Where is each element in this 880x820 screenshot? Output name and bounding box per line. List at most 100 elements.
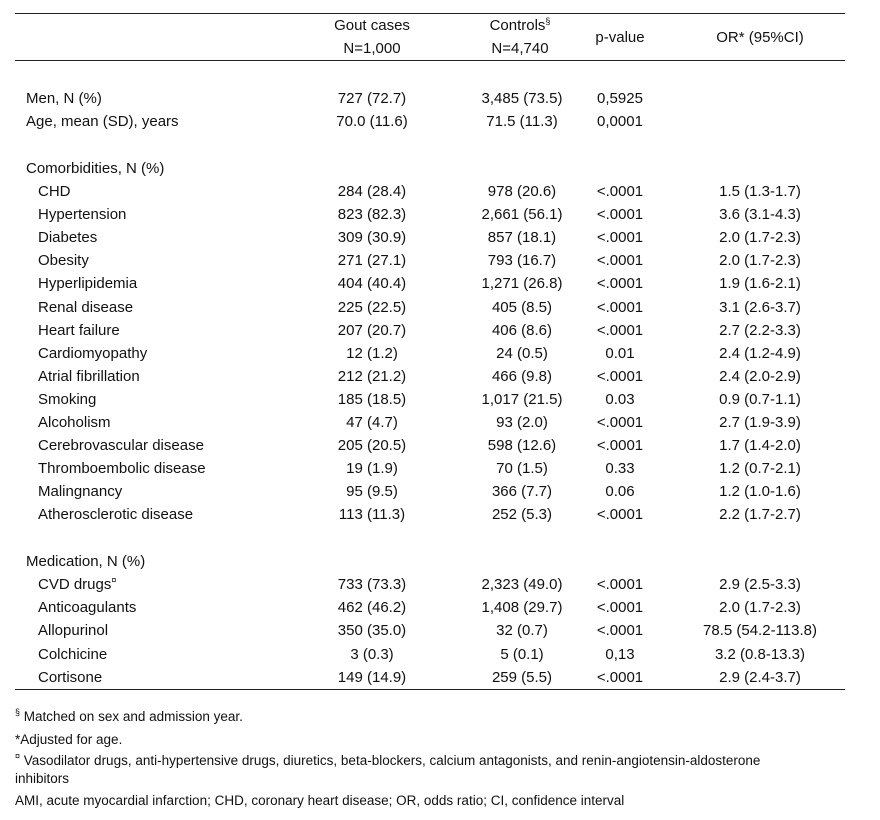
row-label: Atherosclerotic disease (38, 506, 194, 524)
odds-ratio-ci: 3.6 (3.1-4.3) (719, 206, 801, 224)
controls-value: 24 (0.5) (496, 344, 548, 362)
odds-ratio-ci: 2.2 (1.7-2.7) (719, 506, 801, 524)
table-row: Heart failure 207 (20.7) 406 (8.6) <.0001 2.… (0, 319, 880, 342)
row-label: Smoking (38, 390, 97, 408)
p-value: <.0001 (596, 252, 644, 270)
footnote-cvd: ¤ Vasodilator drugs, anti-hypertensive d… (15, 752, 760, 770)
table-row: Thromboembolic disease 19 (1.9) 70 (1.5) 0.… (0, 457, 880, 480)
table-row: Men, N (%) 727 (72.7) 3,485 (73.5) 0,5925 (0, 87, 880, 110)
gout-cases-value: 185 (18.5) (337, 390, 407, 408)
p-value: <.0001 (596, 183, 644, 200)
table-row: Malingnancy 95 (9.5) 366 (7.7) 0.06 1.2 (1.0… (0, 480, 880, 503)
row-label: Atrial fibrillation (38, 367, 140, 385)
gout-cases-value: 212 (21.2) (337, 367, 407, 385)
gout-cases-value: 225 (22.5) (337, 298, 407, 316)
section-title: Comorbidities, N (%) (26, 160, 165, 177)
odds-ratio-ci: 3.2 (0.8-13.3) (714, 645, 806, 663)
odds-ratio-ci: 2.0 (1.7-2.3) (719, 229, 801, 247)
row-label: Hypertension (38, 206, 127, 224)
table-row: Cortisone 149 (14.9) 259 (5.5) <.0001 2.9 (2… (0, 666, 880, 689)
row-label: Allopurinol (38, 622, 109, 640)
odds-ratio-ci: 2.9 (2.4-3.7) (719, 668, 801, 686)
odds-ratio-ci: 78.5 (54.2-113.8) (703, 622, 817, 640)
p-value: <.0001 (596, 414, 644, 431)
table-row: CVD drugs¤ 733 (73.3) 2,323 (49.0) <.0001 2.… (0, 573, 880, 596)
p-value: <.0001 (596, 437, 644, 455)
footnote-text: Vasodilator drugs, anti-hypertensive dru… (20, 753, 761, 768)
gout-cases-label: Gout cases (334, 17, 410, 34)
odds-ratio-ci: 2.7 (2.2-3.3) (719, 321, 801, 339)
row-label: CVD drugs (38, 576, 112, 593)
controls-value: 2,323 (49.0) (481, 576, 563, 593)
odds-ratio-ci: 0.9 (0.7-1.1) (719, 390, 801, 408)
row-label: Heart failure (38, 321, 120, 339)
table-row: Age, mean (SD), years 70.0 (11.6) 71.5 (11… (0, 110, 880, 133)
footnote-abbreviations: AMI, acute myocardial infarction; CHD, c… (15, 793, 625, 808)
gout-cases-value: 207 (20.7) (337, 321, 407, 339)
odds-ratio-ci: 2.7 (1.9-3.9) (719, 414, 801, 431)
odds-ratio-ci: 3.1 (2.6-3.7) (719, 298, 801, 316)
p-value: <.0001 (596, 321, 644, 339)
section-heading-medication: Medication, N (%) (0, 550, 880, 573)
table-row: Allopurinol 350 (35.0) 32 (0.7) <.0001 78.5 … (0, 619, 880, 642)
odds-ratio-ci: 2.0 (1.7-2.3) (719, 599, 801, 617)
controls-value: 406 (8.6) (491, 321, 553, 339)
controls-value: 466 (9.8) (491, 367, 553, 385)
odds-ratio-ci: 2.4 (1.2-4.9) (719, 344, 801, 362)
footnote-text: Matched on sex and admission year. (20, 709, 243, 724)
p-value: <.0001 (596, 622, 644, 640)
controls-value: 71.5 (11.3) (486, 113, 558, 130)
gout-cases-value: 823 (82.3) (337, 206, 407, 224)
footnote-mark: § (15, 707, 21, 717)
gout-cases-value: 12 (1.2) (346, 344, 398, 362)
section-heading-comorbidities: Comorbidities, N (%) (0, 157, 880, 180)
p-value: 0.06 (605, 483, 635, 501)
p-value: 0.01 (605, 344, 635, 362)
controls-text: Controls (489, 17, 546, 34)
p-value: <.0001 (596, 298, 644, 316)
table-row: Diabetes 309 (30.9) 857 (18.1) <.0001 2.0 (1… (0, 226, 880, 249)
row-label: Cardiomyopathy (38, 344, 148, 362)
p-value: 0,5925 (597, 90, 643, 107)
p-value: 0,0001 (597, 113, 643, 130)
gout-cases-value: 47 (4.7) (346, 414, 398, 431)
gout-cases-value: 309 (30.9) (337, 229, 407, 247)
table-row: Atrial fibrillation 212 (21.2) 466 (9.8) <.… (0, 365, 880, 388)
row-label-with-mark: CVD drugs¤ (38, 573, 116, 596)
p-value: <.0001 (596, 668, 644, 686)
row-label: Renal disease (38, 298, 134, 316)
gout-cases-value: 113 (11.3) (338, 506, 406, 524)
controls-label: Controls§ (440, 14, 600, 37)
row-label: Anticoagulants (38, 599, 137, 617)
section-title: Medication, N (%) (26, 553, 146, 570)
odds-ratio-ci: 1.9 (1.6-2.1) (719, 275, 801, 293)
footnote-cvd-cont: inhibitors (15, 771, 70, 786)
controls-value: 1,408 (29.7) (481, 599, 563, 617)
controls-n: N=4,740 (491, 40, 549, 57)
p-value: 0.03 (605, 390, 635, 408)
table-row: Atherosclerotic disease 113 (11.3) 252 (5.… (0, 503, 880, 526)
table-top-rule (15, 13, 845, 14)
p-value: <.0001 (596, 275, 644, 293)
controls-value: 252 (5.3) (491, 506, 553, 524)
controls-value: 857 (18.1) (487, 229, 557, 247)
table-row: Colchicine 3 (0.3) 5 (0.1) 0,13 3.2 (0.8-13.… (0, 643, 880, 666)
controls-value: 1,017 (21.5) (481, 390, 563, 408)
row-label: Colchicine (38, 645, 108, 663)
controls-value: 405 (8.5) (491, 298, 553, 316)
p-value: <.0001 (596, 576, 644, 593)
gout-cases-value: 95 (9.5) (346, 483, 398, 501)
p-value: <.0001 (596, 367, 644, 385)
header-p-value: p-value (595, 29, 645, 46)
controls-value: 32 (0.7) (496, 622, 548, 640)
gout-cases-value: 350 (35.0) (337, 622, 407, 640)
odds-ratio-ci: 1.2 (1.0-1.6) (719, 483, 801, 501)
gout-cases-value: 733 (73.3) (337, 576, 407, 593)
gout-cases-value: 284 (28.4) (337, 183, 407, 200)
header-bottom-rule (15, 60, 845, 61)
odds-ratio-ci: 2.9 (2.5-3.3) (719, 576, 801, 593)
p-value: <.0001 (596, 506, 644, 524)
controls-value: 259 (5.5) (491, 668, 553, 686)
odds-ratio-ci: 1.5 (1.3-1.7) (719, 183, 801, 200)
row-label: Men, N (%) (26, 90, 102, 107)
